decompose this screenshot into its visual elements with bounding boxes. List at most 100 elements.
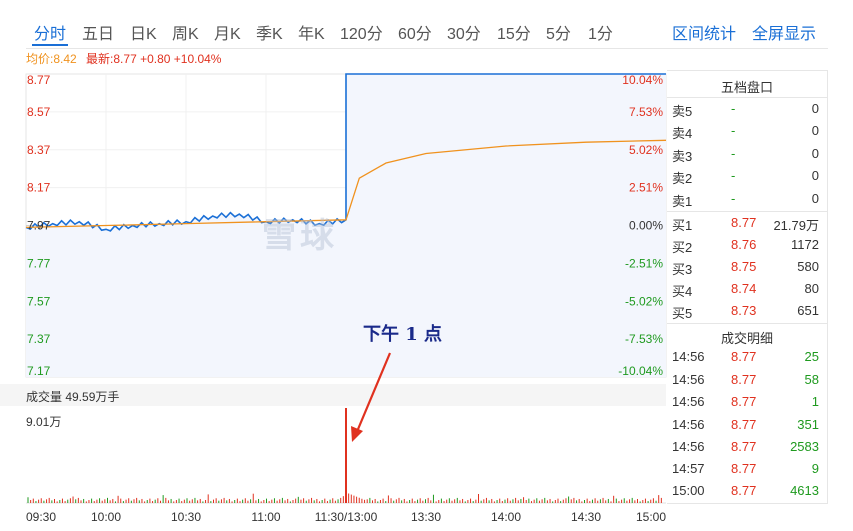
ask-volume: 0 — [811, 168, 819, 183]
annotation-arrow — [351, 352, 392, 442]
trade-row[interactable]: 14:56 8.77 1 — [667, 391, 827, 413]
ask-row[interactable]: 卖3 - 0 — [667, 143, 827, 165]
ask-volume: 0 — [811, 191, 819, 206]
ask-label: 卖4 — [672, 126, 693, 141]
divider — [667, 211, 827, 212]
tab-5day[interactable]: 五日 — [82, 26, 115, 43]
pct-tick-label: -2.51% — [625, 256, 663, 270]
fullscreen-link[interactable]: 全屏显示 — [752, 26, 817, 43]
intraday-chart[interactable]: 8.77 8.57 8.37 8.17 7.97 7.77 7.57 7.37 7.17 10.… — [0, 66, 667, 526]
bid-row[interactable]: 买2 8.76 1172 — [667, 234, 827, 256]
tab-1min[interactable]: 1分 — [588, 26, 613, 43]
bid-volume: 21.79万 — [773, 218, 819, 233]
price-info: 均价:8.42 最新:8.77 +0.80 +10.04% — [26, 50, 221, 67]
time-tick-label: 15:00 — [636, 510, 666, 524]
ask-price: - — [731, 123, 736, 138]
bid-volume: 651 — [797, 303, 819, 318]
tab-5min[interactable]: 5分 — [546, 26, 571, 43]
bid-row[interactable]: 买1 8.77 21.79万 — [667, 212, 827, 234]
trade-time: 14:56 — [672, 394, 705, 409]
bid-row[interactable]: 买3 8.75 580 — [667, 256, 827, 278]
ask-row[interactable]: 卖2 - 0 — [667, 165, 827, 187]
time-axis-labels: 09:30 10:00 10:30 11:00 11:30/13:00 13:30 14:0… — [26, 510, 666, 524]
price-tick-label: 7.77 — [27, 256, 51, 270]
time-tick-label: 11:00 — [251, 510, 280, 524]
tab-60min[interactable]: 60分 — [398, 26, 432, 43]
trade-price: 8.77 — [731, 417, 757, 432]
ask-row[interactable]: 卖4 - 0 — [667, 120, 827, 142]
divider — [667, 323, 827, 324]
avg-price: 均价:8.42 — [26, 52, 77, 66]
trade-time: 14:56 — [672, 439, 705, 454]
tab-season-k[interactable]: 季K — [256, 26, 283, 43]
ask-volume: 0 — [811, 101, 819, 116]
ask-price: - — [731, 191, 736, 206]
bid-volume: 580 — [797, 259, 819, 274]
tab-30min[interactable]: 30分 — [447, 26, 481, 43]
ask-row[interactable]: 卖1 - 0 — [667, 188, 827, 210]
price-tick-label: 7.57 — [27, 294, 51, 308]
time-tick-label: 14:00 — [491, 510, 521, 524]
trade-row[interactable]: 14:56 8.77 2583 — [667, 436, 827, 458]
trade-volume: 4613 — [790, 483, 819, 498]
bid-label: 买3 — [672, 262, 693, 277]
trade-time: 14:56 — [672, 372, 705, 387]
latest-price: 最新:8.77 +0.80 +10.04% — [86, 52, 222, 66]
active-tab-indicator — [32, 44, 68, 46]
trade-volume: 2583 — [790, 439, 819, 454]
bid-label: 买5 — [672, 306, 693, 321]
avg-price-line — [25, 139, 667, 229]
range-stats-link[interactable]: 区间统计 — [672, 26, 737, 43]
price-tick-label: 7.97 — [27, 219, 51, 233]
percent-axis-labels: 10.04% 7.53% 5.02% 2.51% 0.00% -2.51% -5.02% -7… — [618, 73, 663, 378]
trade-volume: 351 — [797, 417, 819, 432]
tab-day-k[interactable]: 日K — [130, 26, 157, 43]
trade-time: 14:56 — [672, 417, 705, 432]
bid-volume: 80 — [804, 281, 819, 296]
trade-price: 8.77 — [731, 349, 757, 364]
ask-label: 卖1 — [672, 194, 693, 209]
tab-month-k[interactable]: 月K — [214, 26, 241, 43]
trade-row[interactable]: 14:57 8.77 9 — [667, 458, 827, 480]
ask-row[interactable]: 卖5 - 0 — [667, 98, 827, 120]
tab-15min[interactable]: 15分 — [497, 26, 531, 43]
arrow-shaft — [354, 352, 392, 435]
price-tick-label: 8.37 — [27, 143, 51, 157]
afternoon-annotation: 下午 1 点 — [363, 324, 443, 345]
tab-120min[interactable]: 120分 — [340, 26, 383, 43]
bid-price: 8.76 — [731, 237, 757, 252]
trades-title: 成交明细 — [720, 331, 773, 346]
trade-time: 14:57 — [672, 461, 705, 476]
tab-week-k[interactable]: 周K — [172, 26, 199, 43]
order-book-title: 五档盘口 — [720, 80, 773, 95]
arrow-head — [351, 426, 363, 442]
trade-row[interactable]: 15:00 8.77 4613 — [667, 480, 827, 502]
trade-volume: 9 — [811, 461, 819, 476]
bid-row[interactable]: 买4 8.74 80 — [667, 278, 827, 300]
trade-time: 15:00 — [672, 483, 705, 498]
trade-price: 8.77 — [731, 483, 757, 498]
tab-fenshi[interactable]: 分时 — [34, 26, 67, 43]
pct-tick-label: -10.04% — [618, 364, 663, 378]
ask-price: - — [731, 146, 736, 161]
volume-bars — [27, 408, 662, 503]
divider — [667, 97, 827, 98]
price-tick-label: 8.57 — [27, 105, 51, 119]
bid-label: 买4 — [672, 284, 693, 299]
trade-row[interactable]: 14:56 8.77 351 — [667, 414, 827, 436]
bid-row[interactable]: 买5 8.73 651 — [667, 300, 827, 322]
ask-volume: 0 — [811, 146, 819, 161]
pct-tick-label: 10.04% — [622, 73, 663, 87]
ask-label: 卖5 — [672, 104, 693, 119]
trade-row[interactable]: 14:56 8.77 58 — [667, 369, 827, 391]
ask-label: 卖3 — [672, 149, 693, 164]
time-tick-label: 09:30 — [26, 510, 56, 524]
trade-price: 8.77 — [731, 461, 757, 476]
price-tick-label: 8.77 — [27, 73, 51, 87]
tab-year-k[interactable]: 年K — [298, 26, 325, 43]
trade-volume: 1 — [811, 394, 819, 409]
volume-title: 成交量 49.59万手 — [26, 390, 120, 404]
xueqiu-watermark: 雪球 — [262, 217, 338, 255]
pct-tick-label: -5.02% — [625, 294, 663, 308]
trade-row[interactable]: 14:56 8.77 25 — [667, 346, 827, 368]
